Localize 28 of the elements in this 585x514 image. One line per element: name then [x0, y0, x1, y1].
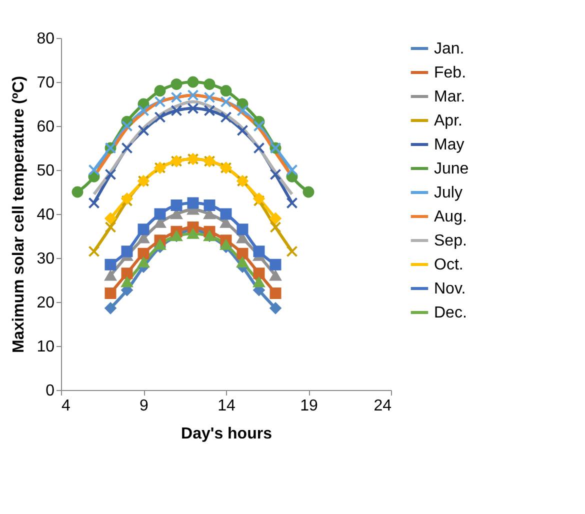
y-tick-label: 30 — [36, 250, 55, 268]
legend-label: Dec. — [434, 304, 467, 322]
legend-label: Jan. — [434, 40, 464, 58]
y-tick-label: 60 — [36, 118, 55, 136]
y-tick-label: 0 — [46, 382, 55, 400]
y-tick-label: 10 — [36, 338, 55, 356]
x-tick-label: 19 — [300, 398, 318, 414]
legend-label: June — [434, 160, 469, 178]
legend-label: Nov. — [434, 280, 466, 298]
x-axis-title: Day's hours — [181, 426, 272, 442]
legend-label: July — [434, 184, 462, 202]
legend-label: May — [434, 136, 464, 154]
x-tick-label: 4 — [62, 398, 70, 414]
y-tick-label: 80 — [36, 30, 55, 48]
legend-label: Mar. — [434, 88, 466, 106]
x-tick-label: 9 — [140, 398, 149, 414]
y-tick-label: 70 — [36, 74, 55, 92]
y-tick-label: 20 — [36, 294, 55, 312]
y-axis-title: Maximum solar cell temperature (ºC) — [10, 76, 28, 354]
legend-label: Aug. — [434, 208, 467, 226]
legend-label: Feb. — [434, 64, 466, 82]
x-tick-label: 14 — [218, 398, 236, 414]
legend-label: Oct. — [434, 256, 464, 274]
y-tick-label: 40 — [36, 206, 55, 224]
y-tick-label: 50 — [36, 162, 55, 180]
legend-label: Apr. — [434, 112, 462, 130]
x-tick-label: 24 — [374, 398, 392, 414]
legend-label: Sep. — [434, 232, 467, 250]
